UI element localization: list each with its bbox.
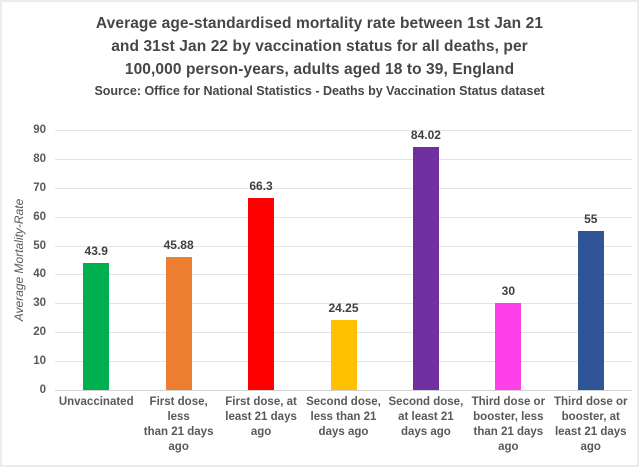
plot-area: 43.9 45.88 66.3 24.25 84.02 30 55 [55, 128, 632, 391]
x-category-label-6: Third dose or booster, at least 21 days … [554, 396, 628, 453]
y-tick-label-20: 20 [33, 326, 46, 339]
y-tick-label-10: 10 [33, 355, 46, 368]
bar-value-label-3: 24.25 [328, 300, 359, 315]
y-tick-label-70: 70 [33, 181, 46, 194]
bar-value-label-0: 43.9 [84, 244, 108, 259]
chart-title-line-3: 100,000 person-years, adults aged 18 to … [124, 61, 515, 78]
x-axis-labels: Unvaccinated First dose, less than 21 day… [55, 395, 632, 455]
gridline-30 [55, 303, 632, 305]
x-axis-line [55, 390, 632, 391]
bar-1 [165, 257, 192, 390]
bar-5 [495, 303, 522, 390]
bar-value-label-1: 45.88 [163, 238, 194, 253]
y-tick-label-40: 40 [33, 268, 46, 281]
gridline-70 [55, 187, 632, 189]
x-category-label-4: Second dose, at least 21 days ago [388, 396, 464, 438]
bar-2 [248, 198, 275, 390]
chart-header: Average age-standardised mortality rate … [2, 12, 637, 102]
x-category-label-5: Third dose or booster, less than 21 days… [471, 396, 546, 453]
y-tick-label-0: 0 [39, 384, 46, 396]
y-tick-label-50: 50 [33, 239, 46, 252]
bar-value-label-2: 66.3 [249, 179, 273, 194]
gridline-60 [55, 216, 632, 218]
y-tick-label-80: 80 [33, 152, 46, 165]
x-category-label-3: Second dose, less than 21 days ago [306, 396, 381, 438]
x-category-label-0: Unvaccinated [58, 396, 134, 408]
y-tick-label-30: 30 [33, 297, 46, 310]
bar-value-label-4: 84.02 [410, 128, 441, 143]
bar-value-label-6: 55 [584, 212, 598, 227]
chart-source: Source: Office for National Statistics -… [94, 84, 545, 98]
bar-4 [412, 147, 439, 390]
gridline-80 [55, 158, 632, 160]
bar-3 [330, 319, 357, 390]
chart-title-line-2: and 31st Jan 22 by vaccination status fo… [111, 38, 528, 55]
gridline-50 [55, 245, 632, 247]
bar-value-label-5: 30 [501, 284, 516, 299]
gridline-90 [55, 130, 632, 131]
y-tick-label-90: 90 [33, 124, 46, 136]
x-category-label-2: First dose, at least 21 days ago [225, 396, 297, 438]
x-category-label-1: First dose, less than 21 days ago [143, 396, 214, 453]
y-tick-label-60: 60 [33, 210, 46, 223]
gridline-40 [55, 274, 632, 276]
bar-0 [83, 263, 110, 390]
chart-title-line-1: Average age-standardised mortality rate … [95, 15, 544, 32]
bar-6 [577, 231, 604, 390]
